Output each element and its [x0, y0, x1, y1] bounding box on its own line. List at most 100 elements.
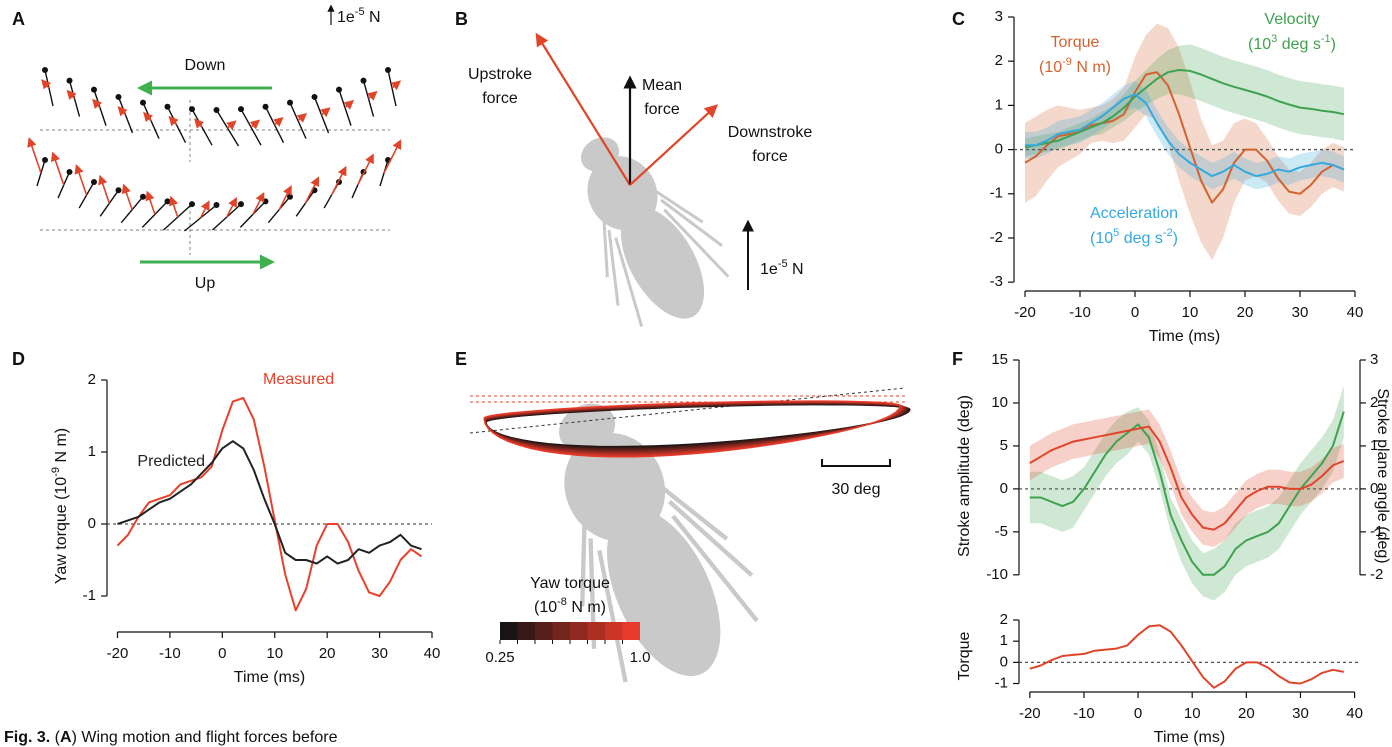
- leading-edge: [115, 93, 122, 100]
- fly-leg: [660, 198, 723, 247]
- text-part: N m): [567, 599, 606, 616]
- fly-leg: [602, 221, 609, 278]
- leading-edge: [238, 201, 244, 208]
- force-arrow: [296, 112, 308, 123]
- y-tick-label: 2: [88, 371, 96, 388]
- text-part: N: [788, 261, 804, 278]
- force-arrow: [145, 190, 156, 215]
- series-units: (10-9 N m): [1039, 56, 1111, 76]
- panel-label: C: [952, 9, 965, 29]
- text-part: 3: [1271, 33, 1277, 45]
- wingtip-loop: [483, 400, 901, 458]
- x-tick-label: 40: [1347, 304, 1364, 321]
- text-part: -9: [1062, 56, 1072, 68]
- x-tick-label: 30: [371, 645, 388, 662]
- leading-edge: [140, 99, 146, 106]
- error-band: [1029, 385, 1344, 601]
- text-part: N m): [1072, 59, 1111, 76]
- text-part: ): [1331, 36, 1336, 53]
- colorbar-title: Yaw torque: [530, 575, 610, 592]
- colorbar-cell: [500, 622, 518, 640]
- leading-edge: [336, 86, 342, 93]
- leading-edge: [42, 157, 48, 163]
- panel-label: E: [455, 349, 467, 369]
- force-arrow: [226, 197, 237, 218]
- y2-axis-label: Stroke plane angle (deg): [1374, 388, 1391, 563]
- force-arrow: [357, 153, 374, 186]
- leading-edge: [189, 201, 195, 208]
- leading-edge: [385, 67, 391, 73]
- text-part: -8: [557, 596, 567, 608]
- force-arrow: [199, 200, 210, 219]
- force-arrow: [121, 183, 133, 210]
- text-part: (: [50, 729, 60, 746]
- leading-edge: [287, 99, 293, 106]
- y2-tick-label: 2: [1370, 394, 1378, 411]
- x-tick-label: -10: [159, 645, 181, 662]
- scale-label: 1e-5 N: [337, 6, 381, 26]
- force-arrow: [383, 139, 402, 174]
- y2-tick-label: 3: [1370, 351, 1378, 368]
- force-arrow: [92, 98, 103, 110]
- series-line: [1025, 93, 1345, 178]
- wing-chord: [117, 96, 134, 134]
- force-arrow: [278, 185, 292, 211]
- fly-leg: [607, 229, 620, 306]
- series-label: Measured: [263, 371, 334, 388]
- force-label: Mean: [642, 77, 682, 94]
- y-tick-label: 0: [1000, 480, 1008, 497]
- force-label: force: [644, 101, 680, 118]
- y-axis-label: Stroke amplitude (deg): [956, 395, 973, 557]
- leading-edge: [238, 106, 244, 113]
- motion-label: Down: [185, 57, 226, 74]
- x-tick-label: 20: [319, 645, 336, 662]
- y-tick-label: 0: [1000, 653, 1008, 670]
- x-axis-label: Time (ms): [1154, 729, 1225, 746]
- x-tick-label: 40: [1346, 705, 1363, 722]
- series-label: Acceleration: [1090, 205, 1178, 222]
- fly-leg: [671, 514, 759, 623]
- x-tick-label: 10: [266, 645, 283, 662]
- force-label: Upstroke: [468, 66, 532, 83]
- series-line: [117, 440, 422, 565]
- x-tick-label: 10: [1182, 304, 1199, 321]
- leading-edge: [91, 179, 97, 186]
- force-arrow: [304, 176, 320, 204]
- colorbar-cell: [570, 622, 588, 640]
- fly-leg: [661, 486, 729, 541]
- error-band: [1025, 81, 1344, 190]
- fly-leg: [580, 525, 587, 607]
- text-part: -5: [778, 258, 788, 270]
- fly-silhouette: [580, 137, 730, 328]
- panel-label: B: [455, 9, 468, 29]
- text-part: (10: [1039, 59, 1062, 76]
- y-tick-label: 1: [1000, 632, 1008, 649]
- y-tick-label: 2: [995, 52, 1003, 69]
- leading-edge: [164, 198, 171, 205]
- series-units: (103 deg s-1): [1248, 33, 1336, 53]
- fly-leg: [614, 237, 644, 328]
- x-tick-label: 0: [1131, 304, 1139, 321]
- error-band: [1025, 44, 1344, 157]
- y-tick-label: -1: [990, 185, 1003, 202]
- x-tick-label: 30: [1292, 304, 1309, 321]
- colorbar-units: (10-8 N m): [534, 596, 606, 616]
- force-arrow: [117, 106, 128, 117]
- panel-label: D: [12, 349, 25, 369]
- leading-edge: [262, 103, 269, 110]
- y-tick-label: 15: [991, 351, 1008, 368]
- y2-tick-label: -2: [1370, 566, 1383, 583]
- text-part: Torque: [956, 631, 973, 680]
- colorbar-tick-label: 1.0: [630, 649, 651, 666]
- leading-edge: [189, 106, 195, 113]
- scale-label: 30 deg: [832, 481, 881, 498]
- force-arrow: [66, 89, 77, 101]
- x-tick-label: -20: [1019, 705, 1041, 722]
- text-part: N: [365, 9, 381, 26]
- fly-leg: [663, 208, 730, 278]
- x-tick-label: 0: [218, 645, 226, 662]
- force-arrow: [330, 165, 347, 196]
- y-tick-label: 1: [995, 96, 1003, 113]
- text-part: -5: [355, 6, 365, 18]
